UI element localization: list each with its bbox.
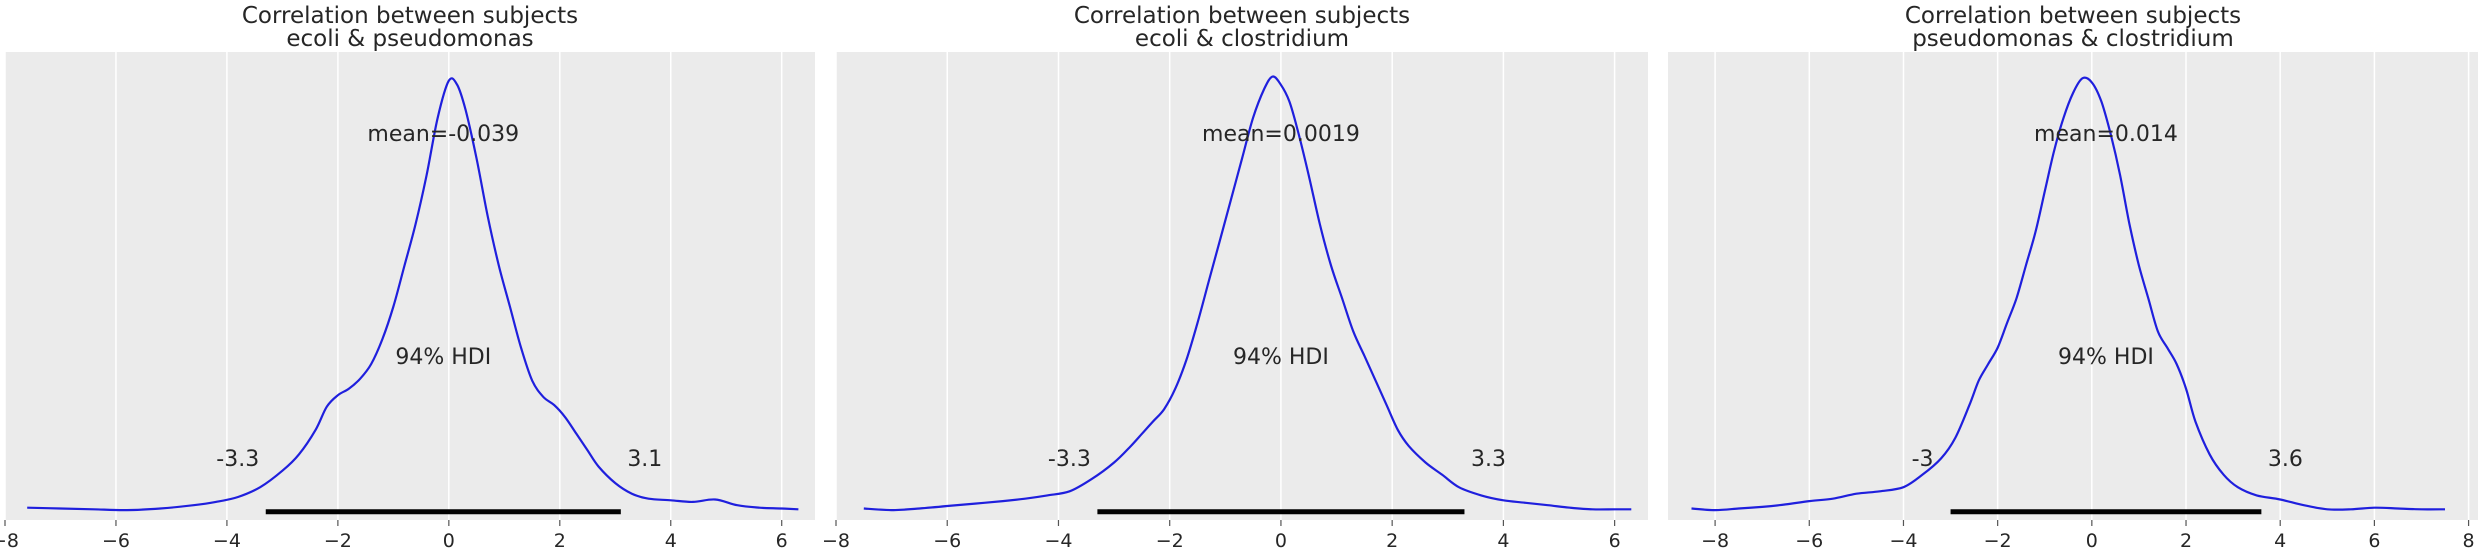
x-tick-label: −4	[213, 530, 241, 552]
gridlines	[4, 52, 783, 520]
plot-area	[1668, 52, 2478, 520]
x-tick-label: 2	[1386, 530, 1398, 552]
x-axis-ticks: −8 −6 −4 −2 0 2 4 6	[0, 520, 788, 552]
hdi-lower-label: -3.3	[216, 447, 259, 472]
x-tick-label: 2	[554, 530, 566, 552]
hdi-lower-label: -3.3	[1048, 447, 1091, 472]
mean-label: mean=0.0019	[1202, 122, 1360, 147]
plot-area	[836, 52, 1648, 520]
x-axis-ticks: −8 −6 −4 −2 0 2 4 6 8	[1701, 520, 2475, 552]
plot-title-line-2: ecoli & pseudomonas	[286, 26, 533, 52]
hdi-upper-label: 3.1	[627, 447, 662, 472]
x-tick-label: 6	[776, 530, 788, 552]
mean-label: mean=-0.039	[367, 122, 519, 147]
x-tick-label: 6	[1609, 530, 1621, 552]
gridlines	[1714, 52, 2470, 520]
density-curve	[863, 75, 1632, 512]
x-tick-label: 8	[2463, 530, 2475, 552]
x-tick-label: −2	[1984, 530, 2012, 552]
plot-title-line-1: Correlation between subjects	[1905, 3, 2241, 29]
x-tick-label: 0	[2086, 530, 2098, 552]
gridlines	[835, 52, 1616, 520]
x-tick-label: 6	[2368, 530, 2380, 552]
x-tick-label: −6	[102, 530, 130, 552]
x-tick-label: −8	[822, 530, 850, 552]
density-curve	[27, 77, 799, 512]
density-curve	[1691, 76, 2446, 512]
x-tick-label: 0	[443, 530, 455, 552]
plot-title-line-2: ecoli & clostridium	[1135, 26, 1349, 52]
subplot-pseudomonas-clostridium: Correlation between subjects pseudomonas…	[1668, 3, 2478, 552]
subplot-ecoli-pseudomonas: Correlation between subjects ecoli & pse…	[0, 3, 815, 552]
x-tick-label: −8	[0, 530, 19, 552]
hdi-label: 94% HDI	[2058, 345, 2154, 370]
x-tick-label: −6	[933, 530, 961, 552]
plot-title-line-1: Correlation between subjects	[1074, 3, 1410, 29]
x-axis-ticks: −8 −6 −4 −2 0 2 4 6	[822, 520, 1621, 552]
hdi-label: 94% HDI	[1233, 345, 1329, 370]
mean-label: mean=0.014	[2034, 122, 2178, 147]
hdi-label: 94% HDI	[395, 345, 491, 370]
x-tick-label: −4	[1889, 530, 1917, 552]
x-tick-label: −2	[324, 530, 352, 552]
x-tick-label: 4	[665, 530, 677, 552]
plot-title-line-1: Correlation between subjects	[242, 3, 578, 29]
x-tick-label: 4	[1497, 530, 1509, 552]
x-tick-label: 0	[1275, 530, 1287, 552]
x-tick-label: −6	[1795, 530, 1823, 552]
hdi-upper-label: 3.6	[2268, 447, 2303, 472]
plot-area	[5, 52, 815, 520]
subplot-ecoli-clostridium: Correlation between subjects ecoli & clo…	[822, 3, 1648, 552]
hdi-upper-label: 3.3	[1471, 447, 1506, 472]
x-tick-label: 2	[2180, 530, 2192, 552]
x-tick-label: −2	[1156, 530, 1184, 552]
plot-title-line-2: pseudomonas & clostridium	[1912, 26, 2234, 52]
x-tick-label: 4	[2274, 530, 2286, 552]
hdi-lower-label: -3	[1912, 447, 1934, 472]
x-tick-label: −4	[1044, 530, 1072, 552]
x-tick-label: −8	[1701, 530, 1729, 552]
